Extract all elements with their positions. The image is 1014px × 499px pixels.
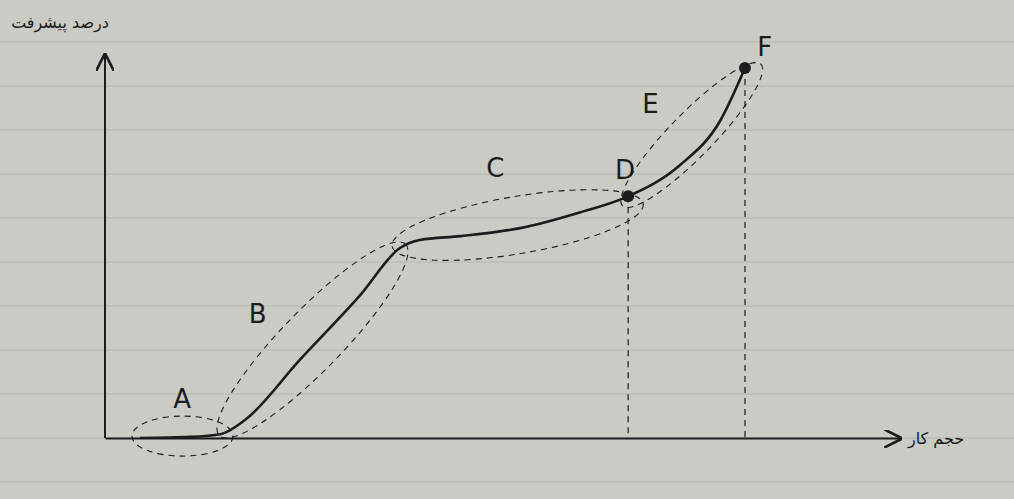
paper-line bbox=[0, 86, 1014, 87]
region-ellipse bbox=[198, 223, 427, 456]
paper-line bbox=[0, 218, 1014, 219]
guides bbox=[628, 68, 745, 438]
region-label: E bbox=[642, 89, 658, 119]
point-label: F bbox=[757, 32, 772, 62]
paper-line bbox=[0, 394, 1014, 395]
plot: A B C E D F bbox=[105, 32, 901, 457]
chart: A B C E D F درصد پیشرفت حجم کار bbox=[0, 0, 1014, 499]
paper-line bbox=[0, 42, 1014, 43]
point bbox=[739, 62, 751, 74]
guide-line bbox=[744, 68, 745, 438]
regions bbox=[132, 49, 777, 457]
paper-line bbox=[0, 350, 1014, 351]
region-label: A bbox=[173, 384, 191, 414]
y-axis-title: درصد پیشرفت bbox=[11, 13, 109, 33]
paper-line bbox=[0, 130, 1014, 131]
point-label: D bbox=[615, 155, 635, 185]
paper-line bbox=[0, 262, 1014, 263]
axis-line bbox=[104, 55, 106, 438]
paper-line bbox=[0, 306, 1014, 307]
region-ellipse bbox=[607, 49, 777, 221]
paper-lines bbox=[0, 42, 1014, 482]
x-axis-title: حجم کار bbox=[907, 429, 964, 449]
labels: A B C E D F bbox=[173, 32, 772, 414]
y-axis bbox=[105, 55, 106, 438]
region-label: B bbox=[249, 299, 267, 329]
paper-line bbox=[0, 482, 1014, 483]
guide-line bbox=[628, 196, 629, 438]
region-label: C bbox=[486, 153, 504, 183]
curve bbox=[140, 68, 745, 438]
region-ellipse bbox=[387, 176, 648, 275]
paper-line bbox=[0, 174, 1014, 175]
marks bbox=[140, 62, 751, 438]
point bbox=[622, 190, 634, 202]
